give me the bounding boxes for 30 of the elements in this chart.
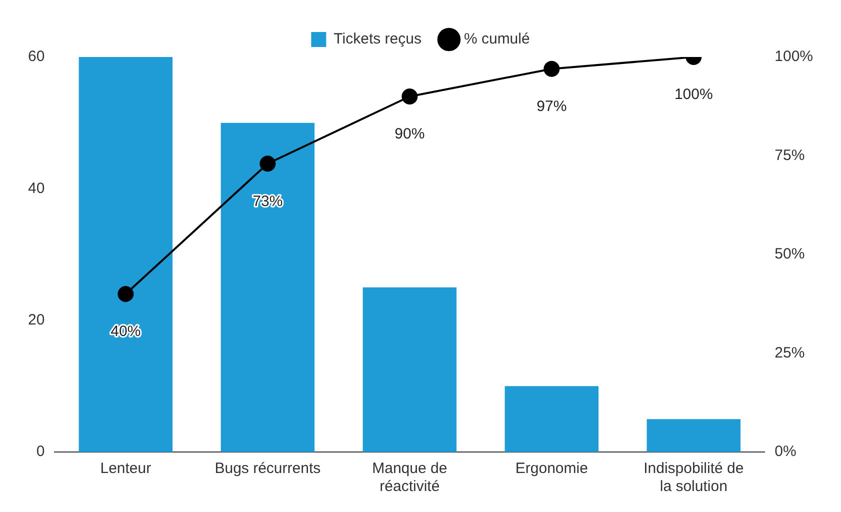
y2-tick-label: 25% (774, 344, 805, 362)
bar (78, 57, 173, 452)
x-tick-label: Manque de réactivité (372, 460, 448, 496)
bar (362, 287, 457, 452)
point (544, 60, 560, 77)
y2-tick-label: 75% (774, 146, 805, 164)
y-tick-label: 20 (28, 311, 45, 328)
y2-tick-label: 50% (774, 246, 805, 263)
data-label: 40% (110, 323, 141, 340)
data-label: 97% (536, 98, 567, 115)
y2-tick-label: 0% (774, 443, 796, 460)
x-tick-label: Indispobilité de la solution (644, 460, 744, 496)
point (402, 88, 418, 104)
bar (220, 122, 315, 452)
point (260, 156, 276, 172)
data-label: 90% (394, 126, 425, 143)
data-label: 100% (674, 86, 713, 104)
y-tick-label: 0 (36, 443, 45, 460)
y-tick-label: 60 (28, 48, 45, 66)
bar (504, 386, 599, 452)
y2-tick-label: 100% (774, 48, 814, 66)
x-tick-label: Ergonomie (515, 460, 588, 478)
legend-label: % cumulé (464, 30, 530, 48)
x-tick-label: Bugs récurrents (214, 460, 321, 478)
x-tick-label: Lenteur (100, 460, 152, 478)
y-tick-label: 40 (28, 180, 45, 197)
data-label: 73% (252, 192, 283, 210)
legend-label: Tickets reçus (334, 30, 422, 48)
point (118, 286, 134, 302)
bar (646, 419, 740, 452)
